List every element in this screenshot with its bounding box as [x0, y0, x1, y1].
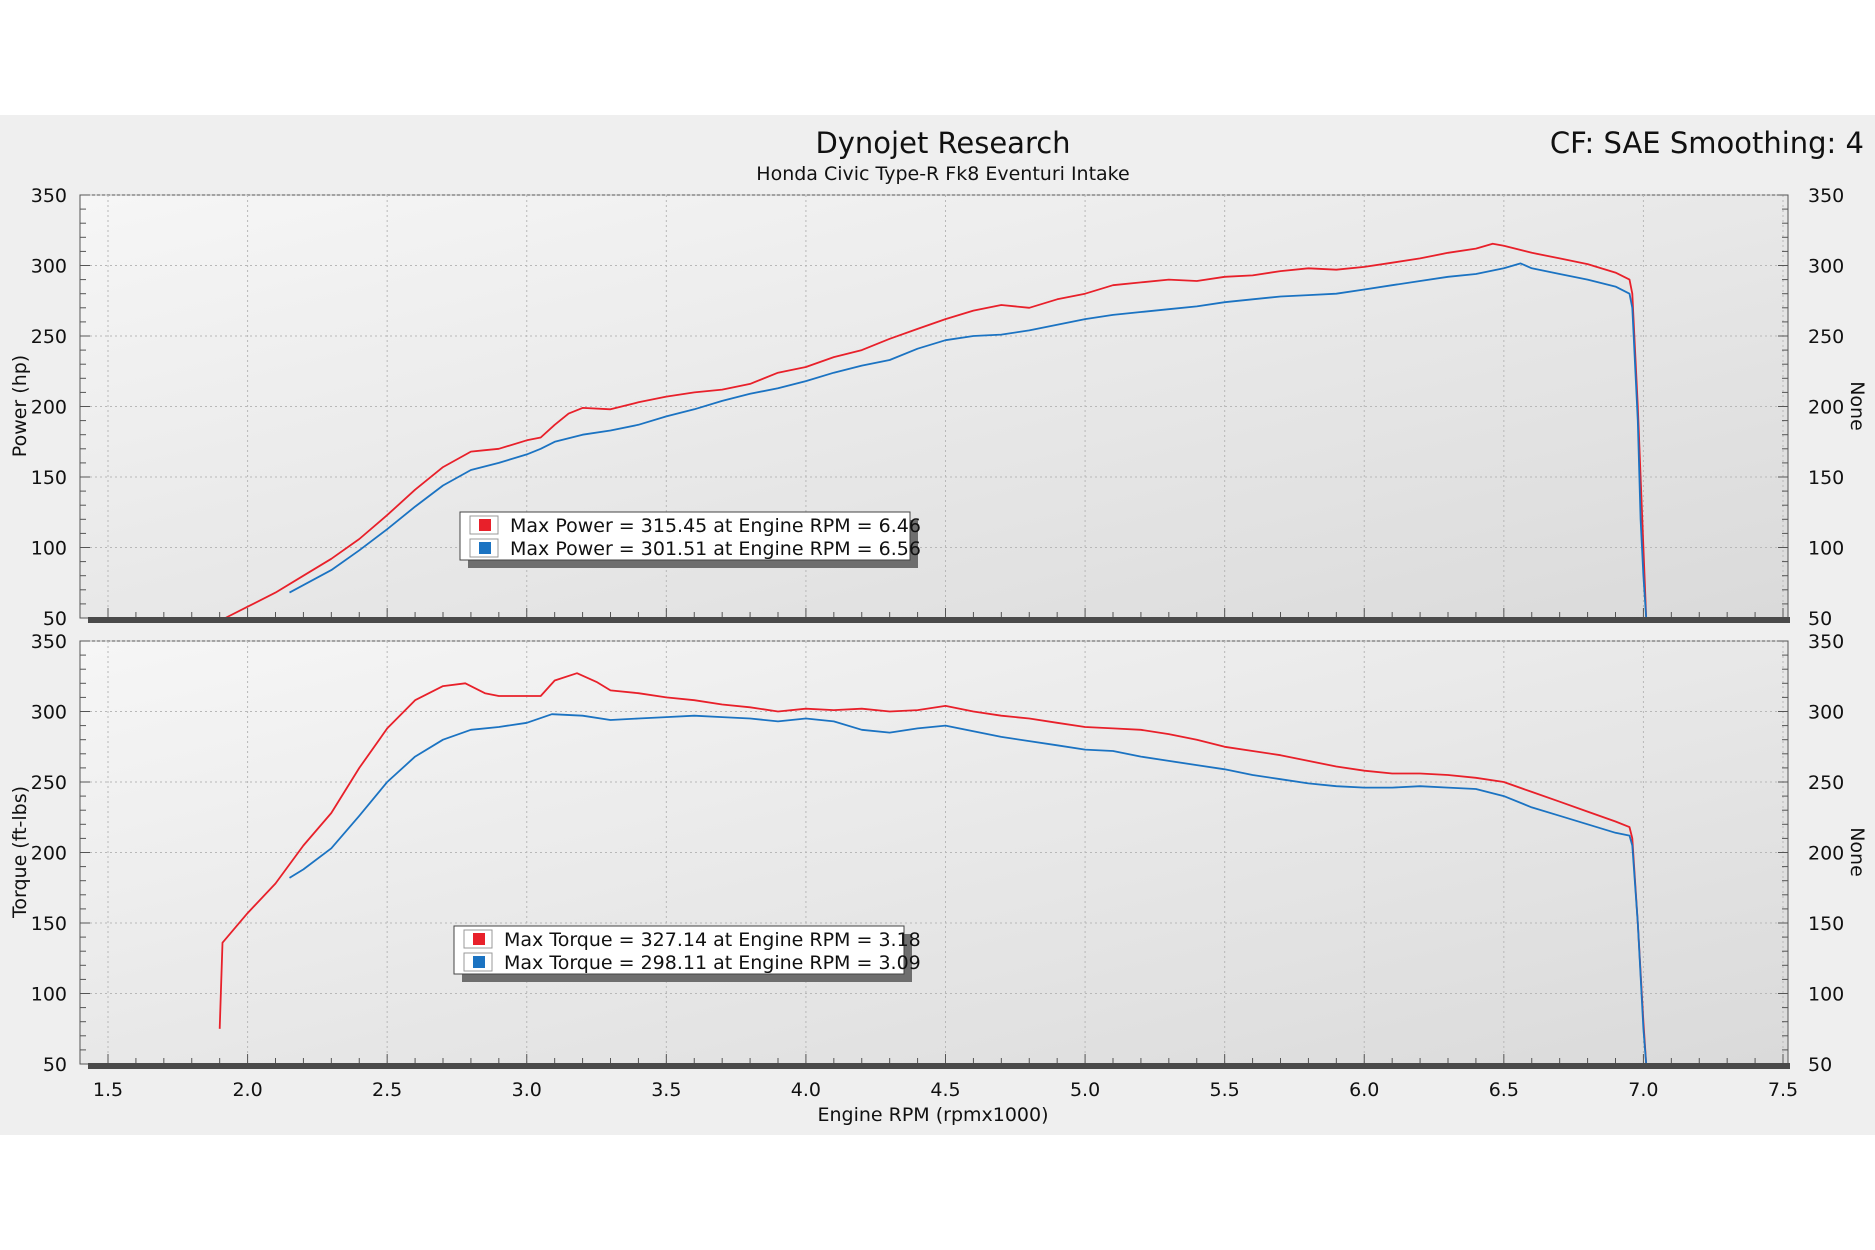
y-tick-label: 250	[31, 772, 67, 794]
y-tick-label-right: 350	[1808, 631, 1844, 653]
x-tick-label: 6.5	[1489, 1079, 1519, 1101]
y-tick-label: 350	[31, 185, 67, 207]
torque-series-blue-line	[289, 713, 1648, 1065]
torque-x-tick-labels: 1.5 2.0 2.5 3.0 3.5 4.0 4.5 5.0 5.5 6.0 6.5 7.0 7.5	[93, 1079, 1798, 1101]
power-grid	[80, 194, 1788, 619]
y-tick-label: 350	[31, 631, 67, 653]
power-y-tick-labels: 50 50 100 100 150 150 200 200 250 250 300 300 350 350	[31, 185, 1845, 630]
legend-entry-text: Max Power = 301.51 at Engine RPM = 6.56	[510, 538, 921, 560]
x-tick-label: 3.5	[651, 1079, 681, 1101]
power-y-axis-label: Power (hp)	[9, 355, 31, 457]
y-tick-label-right: 100	[1808, 984, 1844, 1006]
y-tick-label-right: 250	[1808, 326, 1844, 348]
torque-legend: Max Torque = 327.14 at Engine RPM = 3.18…	[453, 925, 921, 982]
legend-entry-text: Max Torque = 298.11 at Engine RPM = 3.09	[504, 952, 921, 974]
power-series-blue-line	[289, 262, 1648, 619]
power-series-red-line	[224, 242, 1648, 619]
y-tick-label: 50	[43, 1054, 67, 1076]
legend-swatch	[479, 519, 491, 531]
x-tick-label: 4.0	[791, 1079, 821, 1101]
y-tick-label-right: 150	[1808, 467, 1844, 489]
y-tick-label: 200	[31, 397, 67, 419]
legend-box	[459, 511, 911, 561]
y-tick-label-right: 250	[1808, 772, 1844, 794]
y-tick-label: 300	[31, 256, 67, 278]
y-tick-label-right: 300	[1808, 256, 1844, 278]
y-tick-label-right: 200	[1808, 843, 1844, 865]
x-tick-label: 6.0	[1349, 1079, 1379, 1101]
chart-subtitle: Honda Civic Type-R Fk8 Eventuri Intake	[756, 163, 1129, 185]
y-tick-label: 300	[31, 702, 67, 724]
y-tick-label: 50	[43, 608, 67, 630]
torque-panel: Torque (ft-lbs) None 50 50 100 100 150 150 200…	[9, 631, 1868, 1101]
y-tick-label: 250	[31, 326, 67, 348]
x-tick-label: 2.5	[372, 1079, 402, 1101]
chart-title: Dynojet Research	[815, 126, 1070, 160]
x-axis-label: Engine RPM (rpmx1000)	[817, 1104, 1048, 1126]
power-right-axis-label: None	[1846, 381, 1868, 431]
x-tick-label: 7.5	[1768, 1079, 1798, 1101]
y-tick-label-right: 100	[1808, 538, 1844, 560]
cf-smoothing-label: CF: SAE Smoothing: 4	[1550, 126, 1864, 160]
torque-grid	[80, 640, 1788, 1065]
power-panel: Power (hp) None 50 50 100 100 150 150 200 200 25…	[9, 185, 1868, 630]
power-series-group	[224, 242, 1648, 619]
torque-right-axis-label: None	[1846, 827, 1868, 877]
torque-series-red-line	[218, 672, 1648, 1065]
torque-y-axis-label: Torque (ft-lbs)	[9, 786, 31, 919]
y-tick-label-right: 300	[1808, 702, 1844, 724]
x-tick-label: 7.0	[1628, 1079, 1658, 1101]
torque-series-group	[218, 672, 1648, 1065]
y-tick-label: 100	[31, 984, 67, 1006]
power-legend: Max Power = 315.45 at Engine RPM = 6.46M…	[459, 511, 921, 568]
y-tick-label-right: 350	[1808, 185, 1844, 207]
x-tick-label: 4.5	[930, 1079, 960, 1101]
x-tick-label: 2.0	[232, 1079, 262, 1101]
legend-swatch	[479, 542, 491, 554]
x-tick-label: 3.0	[512, 1079, 542, 1101]
y-tick-label: 200	[31, 843, 67, 865]
y-tick-label-right: 150	[1808, 913, 1844, 935]
legend-entry-text: Max Power = 315.45 at Engine RPM = 6.46	[510, 515, 921, 537]
y-tick-label-right: 50	[1808, 608, 1832, 630]
legend-swatch	[473, 956, 485, 968]
legend-box	[453, 925, 905, 975]
legend-entry-text: Max Torque = 327.14 at Engine RPM = 3.18	[504, 929, 921, 951]
y-tick-label-right: 200	[1808, 397, 1844, 419]
legend-swatch	[473, 933, 485, 945]
y-tick-label-right: 50	[1808, 1054, 1832, 1076]
y-tick-label: 150	[31, 913, 67, 935]
x-tick-label: 1.5	[93, 1079, 123, 1101]
y-tick-label: 150	[31, 467, 67, 489]
y-tick-label: 100	[31, 538, 67, 560]
torque-y-tick-labels: 50 50 100 100 150 150 200 200 250 250 300 300 350 350	[31, 631, 1845, 1076]
x-tick-label: 5.0	[1070, 1079, 1100, 1101]
x-tick-label: 5.5	[1210, 1079, 1240, 1101]
